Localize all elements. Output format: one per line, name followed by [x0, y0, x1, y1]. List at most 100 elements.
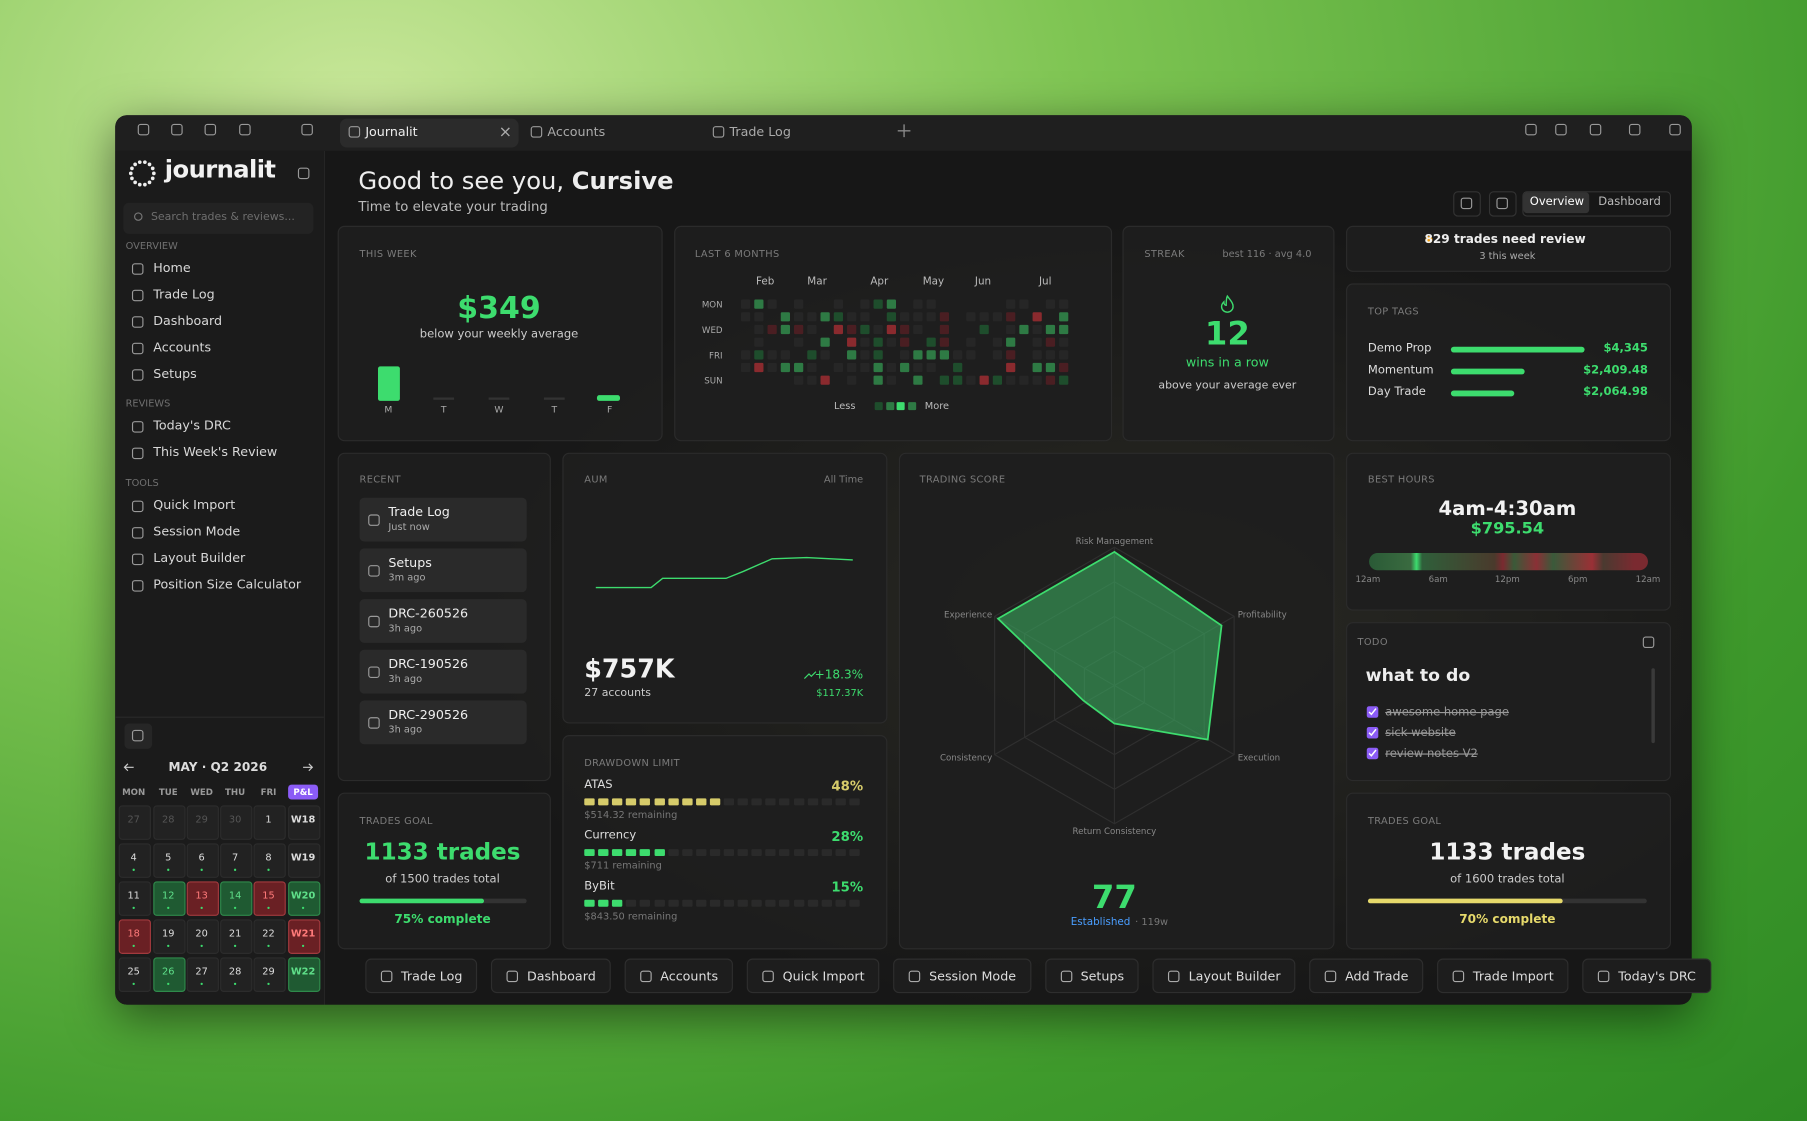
calendar-cell[interactable]	[253, 843, 286, 878]
drawdown-segment	[821, 849, 832, 857]
day-dot	[233, 868, 237, 871]
calendar-cell[interactable]	[220, 805, 253, 840]
quick-action-button[interactable]: Today's DRC	[1582, 958, 1711, 994]
quick-action-button[interactable]: Trade Import	[1437, 958, 1569, 994]
calendar-cell[interactable]	[186, 805, 219, 840]
quick-action-button[interactable]: Add Trade	[1309, 958, 1424, 994]
calendar-cell[interactable]	[253, 957, 286, 992]
heatmap-grid	[741, 299, 1069, 385]
calendar-cell[interactable]	[220, 881, 253, 916]
heatmap-cell	[1019, 312, 1028, 321]
calendar-cell[interactable]	[220, 843, 253, 878]
heatmap-cell	[887, 350, 896, 359]
radar-label: Profitability	[1237, 609, 1287, 620]
calendar-cell[interactable]	[288, 843, 321, 878]
calendar-cell[interactable]	[186, 881, 219, 916]
calendar-cell[interactable]	[153, 805, 186, 840]
nav-item[interactable]: Layout Builder	[153, 550, 246, 566]
calendar-cell[interactable]	[186, 843, 219, 878]
nav-item[interactable]: Home	[153, 260, 191, 276]
layout-button[interactable]	[1488, 191, 1517, 217]
circle	[152, 171, 156, 176]
nav-item[interactable]: Session Mode	[153, 524, 241, 540]
drawdown-segment	[807, 798, 818, 806]
day-dot	[200, 982, 203, 986]
nav-item[interactable]: Accounts	[153, 339, 212, 355]
calendar-cell[interactable]	[288, 881, 321, 916]
tag-value: $4,345	[1603, 342, 1648, 355]
card-label: AUM	[584, 474, 608, 487]
calendar-cell[interactable]	[186, 919, 219, 954]
calendar-cell[interactable]	[288, 957, 321, 992]
calendar-cell[interactable]	[253, 881, 286, 916]
nav-item[interactable]: Setups	[153, 366, 197, 382]
calendar-cell[interactable]	[153, 843, 186, 878]
calendar-cell[interactable]	[118, 843, 151, 878]
recent-item[interactable]	[359, 497, 527, 542]
recent-item[interactable]	[359, 548, 527, 593]
calendar-cell[interactable]	[253, 805, 286, 840]
heatmap-cell	[860, 299, 870, 309]
calendar-day: 1	[265, 814, 272, 827]
filter-button[interactable]	[1453, 191, 1481, 217]
rect	[131, 580, 144, 592]
heatmap-cell	[794, 350, 803, 359]
calendar-cell[interactable]	[220, 957, 253, 992]
nav-item[interactable]: Trade Log	[153, 286, 215, 302]
quick-action-button[interactable]: Session Mode	[893, 958, 1032, 994]
weekday: THU	[225, 786, 246, 798]
heatmap-cell	[860, 312, 870, 322]
calendar-cell[interactable]	[153, 881, 186, 916]
quick-action-button[interactable]: Accounts	[624, 958, 734, 994]
calendar-cell[interactable]	[118, 919, 151, 954]
calendar-cell[interactable]	[118, 881, 151, 916]
nav-item[interactable]: Dashboard	[153, 313, 223, 329]
quick-action-button[interactable]: Dashboard	[491, 958, 611, 994]
calendar-cell[interactable]	[220, 919, 253, 954]
calendar-cell[interactable]	[153, 957, 186, 992]
calendar-cell[interactable]	[153, 919, 186, 954]
heatmap-cell	[847, 312, 857, 322]
window-control	[1555, 123, 1567, 136]
hour-tick: 12am	[1355, 573, 1381, 585]
heatmap-cell	[847, 300, 856, 309]
calendar-cell[interactable]	[118, 957, 151, 992]
heatmap-cell	[900, 300, 909, 309]
circle	[130, 176, 134, 181]
nav-item[interactable]: Quick Import	[153, 497, 236, 513]
aum-range: All Time	[823, 474, 864, 487]
quick-action-button[interactable]: Trade Log	[365, 958, 478, 994]
weekday: FRI	[260, 786, 277, 798]
nav-icon	[131, 421, 144, 433]
quick-action-button[interactable]: Quick Import	[746, 958, 880, 994]
quick-action-button[interactable]: Layout Builder	[1152, 958, 1296, 994]
recent-item[interactable]	[359, 599, 527, 643]
heatmap-cell	[886, 337, 897, 347]
rect	[131, 316, 144, 328]
action-icon	[908, 970, 921, 982]
nav-item[interactable]: Position Size Calculator	[153, 577, 302, 593]
nav-item[interactable]: This Week's Review	[153, 444, 278, 460]
tab-icon	[348, 126, 361, 138]
heatmap-cell	[860, 362, 870, 373]
view-active[interactable]	[1523, 192, 1590, 214]
calendar-cell[interactable]	[253, 919, 286, 954]
month-label: Mar	[807, 276, 827, 289]
nav-icon	[131, 447, 144, 460]
active-tab[interactable]	[339, 118, 519, 148]
recent-item[interactable]	[359, 649, 527, 694]
heatmap-cell	[993, 325, 1002, 334]
nav-item[interactable]: Today's DRC	[153, 418, 231, 434]
recent-title: Setups	[388, 555, 432, 571]
tab-label: Accounts	[547, 124, 606, 140]
calendar-cell[interactable]	[288, 919, 321, 954]
calendar-cell[interactable]	[118, 805, 151, 840]
recent-item[interactable]	[359, 700, 527, 745]
heatmap-cell	[820, 350, 830, 360]
quick-action-button[interactable]: Setups	[1044, 958, 1140, 994]
calendar-cell[interactable]	[186, 957, 219, 992]
drawdown-segment	[709, 798, 721, 806]
sidebar-toggle	[297, 167, 310, 180]
heatmap-cell	[754, 337, 764, 347]
calendar-cell[interactable]	[288, 805, 321, 840]
